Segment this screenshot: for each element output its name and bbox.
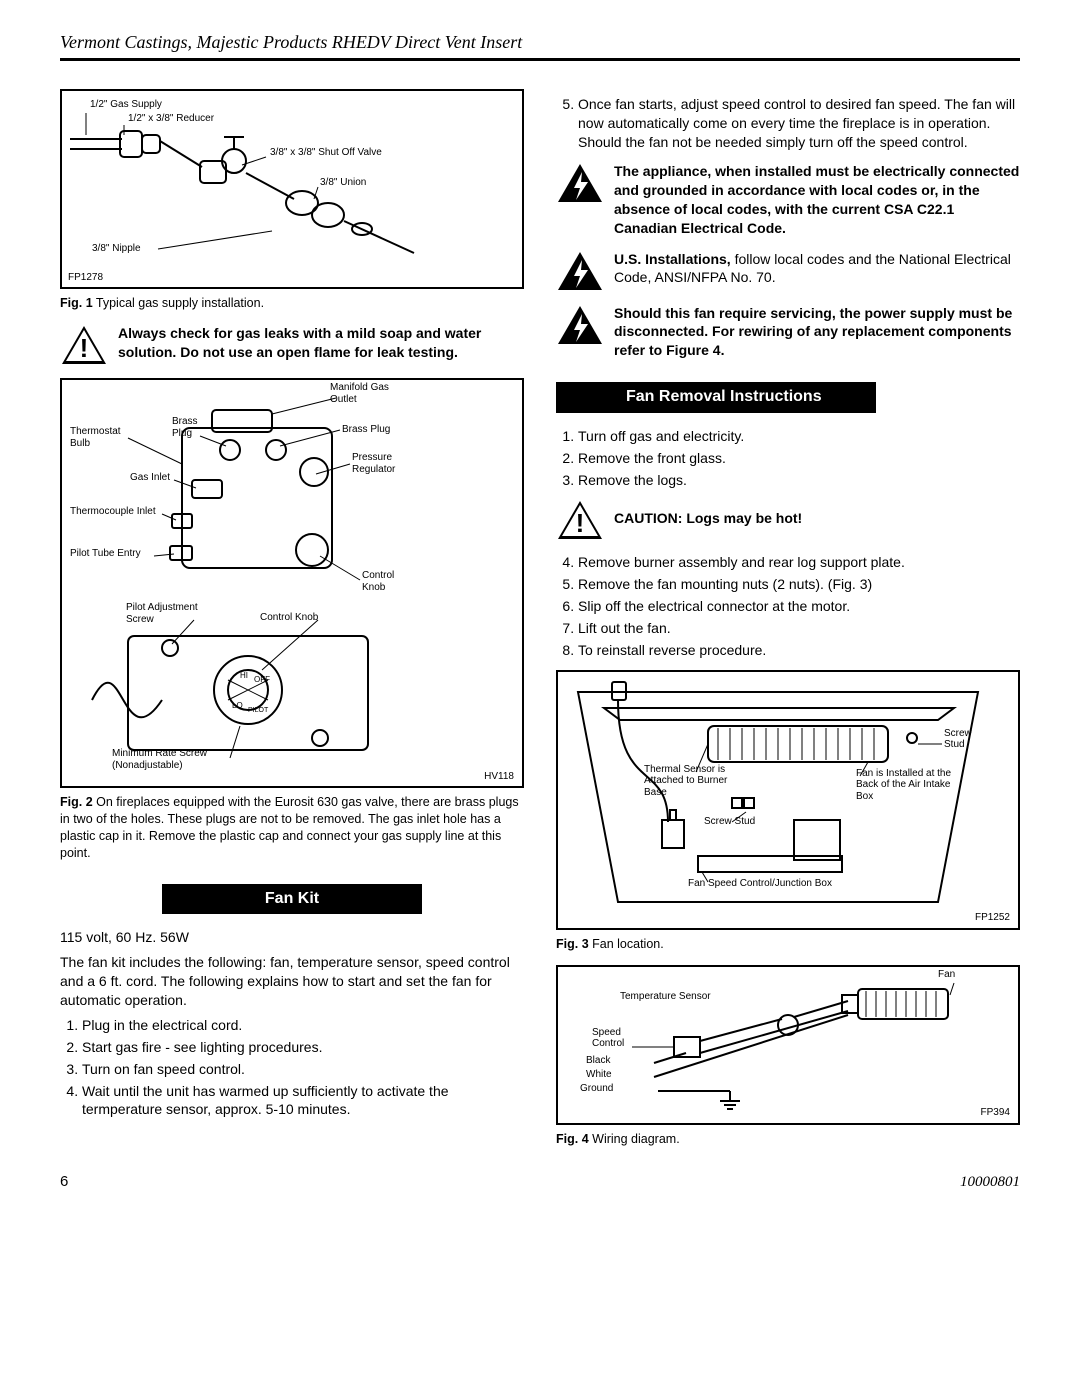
fan-kit-step: Wait until the unit has warmed up suffic… (82, 1082, 524, 1120)
caution-logs-hot-text: CAUTION: Logs may be hot! (614, 499, 1020, 528)
fig1-caption-label: Fig. 1 (60, 296, 93, 310)
fig3-screwstud1: Screw Stud (944, 728, 984, 751)
page-header: Vermont Castings, Majestic Products RHED… (60, 30, 1020, 61)
fig2-caption-label: Fig. 2 (60, 795, 93, 809)
fan-removal-steps-4-8: Remove burner assembly and rear log supp… (556, 553, 1020, 659)
svg-text:PILOT: PILOT (248, 707, 269, 714)
fan-kit-step: Plug in the electrical cord. (82, 1016, 524, 1035)
fig1-caption-text: Typical gas supply installation. (96, 296, 264, 310)
warning-triangle-icon: ! (60, 324, 108, 366)
lightning-triangle-icon (556, 304, 604, 346)
fig4-speed: Speed Control (592, 1027, 632, 1050)
page-number: 6 (60, 1172, 68, 1192)
fig2-code: HV118 (484, 771, 514, 783)
warning-electrical-2-text: U.S. Installations, follow local codes a… (614, 250, 1020, 288)
fig4-caption-text: Wiring diagram. (592, 1132, 680, 1146)
svg-text:OFF: OFF (254, 675, 270, 684)
fan-kit-step5: Once fan starts, adjust speed control to… (578, 95, 1020, 152)
two-column-layout: 1/2" Gas Supply 1/2" x 3/8" Reducer 3/8"… (60, 89, 1020, 1147)
fig1-code: FP1278 (68, 272, 103, 284)
figure-2-box: Thermostat Bulb Brass Plug Manifold Gas … (60, 378, 524, 788)
fig1-art (62, 91, 462, 271)
doc-number: 10000801 (960, 1172, 1020, 1192)
fig4-fan: Fan (938, 969, 955, 981)
fig4-ground: Ground (580, 1083, 613, 1095)
caution-logs-hot: ! CAUTION: Logs may be hot! (556, 499, 1020, 541)
figure-1-caption: Fig. 1 Typical gas supply installation. (60, 295, 524, 312)
fig3-caption-label: Fig. 3 (556, 937, 589, 951)
fan-removal-step: Remove the logs. (578, 471, 1020, 490)
fan-kit-step: Turn on fan speed control. (82, 1060, 524, 1079)
warning-gas-leak-text: Always check for gas leaks with a mild s… (118, 324, 524, 362)
warning-electrical-2: U.S. Installations, follow local codes a… (556, 250, 1020, 292)
fig2-caption-text: On fireplaces equipped with the Eurosit … (60, 795, 519, 860)
fig4-black: Black (586, 1055, 610, 1067)
fan-removal-step: Turn off gas and electricity. (578, 427, 1020, 446)
fan-kit-spec: 115 volt, 60 Hz. 56W (60, 928, 524, 947)
fig4-caption-label: Fig. 4 (556, 1132, 589, 1146)
svg-text:!: ! (576, 508, 585, 538)
figure-1-box: 1/2" Gas Supply 1/2" x 3/8" Reducer 3/8"… (60, 89, 524, 289)
section-fan-kit: Fan Kit (162, 884, 422, 915)
page-footer: 6 10000801 (60, 1172, 1020, 1192)
figure-4-box: Fan Temperature Sensor Speed Control Bla… (556, 965, 1020, 1125)
warning-electrical-1-text: The appliance, when installed must be el… (614, 162, 1020, 238)
figure-3-box: Thermal Sensor is Attached to Burner Bas… (556, 670, 1020, 930)
svg-text:LO: LO (232, 701, 243, 710)
svg-text:!: ! (80, 333, 89, 363)
warning-electrical-1: The appliance, when installed must be el… (556, 162, 1020, 238)
fan-removal-step: Remove burner assembly and rear log supp… (578, 553, 1020, 572)
fan-removal-steps-1-3: Turn off gas and electricity. Remove the… (556, 427, 1020, 490)
fig4-white: White (586, 1069, 612, 1081)
figure-2-caption: Fig. 2 On fireplaces equipped with the E… (60, 794, 524, 862)
lightning-triangle-icon (556, 250, 604, 292)
fan-removal-step: To reinstall reverse procedure. (578, 641, 1020, 660)
lightning-triangle-icon (556, 162, 604, 204)
warning-electrical-3: Should this fan require servicing, the p… (556, 304, 1020, 361)
figure-3-caption: Fig. 3 Fan location. (556, 936, 1020, 953)
fan-kit-step: Start gas fire - see lighting procedures… (82, 1038, 524, 1057)
fig3-thermal: Thermal Sensor is Attached to Burner Bas… (644, 764, 744, 799)
svg-text:HI: HI (240, 671, 248, 680)
fig3-screwstud2: Screw Stud (704, 816, 755, 828)
fig3-fanspeed: Fan Speed Control/Junction Box (688, 878, 832, 890)
fig3-faninst: Fan is Installed at the Back of the Air … (856, 768, 956, 803)
fan-removal-step: Slip off the electrical connector at the… (578, 597, 1020, 616)
fan-removal-step: Remove the fan mounting nuts (2 nuts). (… (578, 575, 1020, 594)
fig3-caption-text: Fan location. (592, 937, 664, 951)
fig2-art: HI OFF LO PILOT (62, 380, 462, 780)
figure-4-caption: Fig. 4 Wiring diagram. (556, 1131, 1020, 1148)
fan-kit-steps: Plug in the electrical cord. Start gas f… (60, 1016, 524, 1119)
fig4-code: FP394 (981, 1107, 1010, 1119)
fan-kit-step5-list: Once fan starts, adjust speed control to… (556, 95, 1020, 152)
fig4-tempsensor: Temperature Sensor (620, 991, 711, 1003)
right-column: Once fan starts, adjust speed control to… (556, 89, 1020, 1147)
left-column: 1/2" Gas Supply 1/2" x 3/8" Reducer 3/8"… (60, 89, 524, 1147)
fig3-code: FP1252 (975, 912, 1010, 924)
fan-removal-step: Lift out the fan. (578, 619, 1020, 638)
section-fan-removal: Fan Removal Instructions (556, 382, 876, 413)
fan-removal-step: Remove the front glass. (578, 449, 1020, 468)
warning-electrical-3-text: Should this fan require servicing, the p… (614, 304, 1020, 361)
warning-gas-leak: ! Always check for gas leaks with a mild… (60, 324, 524, 366)
fan-kit-intro: The fan kit includes the following: fan,… (60, 953, 524, 1010)
warning-triangle-icon: ! (556, 499, 604, 541)
header-text: Vermont Castings, Majestic Products RHED… (60, 32, 522, 52)
